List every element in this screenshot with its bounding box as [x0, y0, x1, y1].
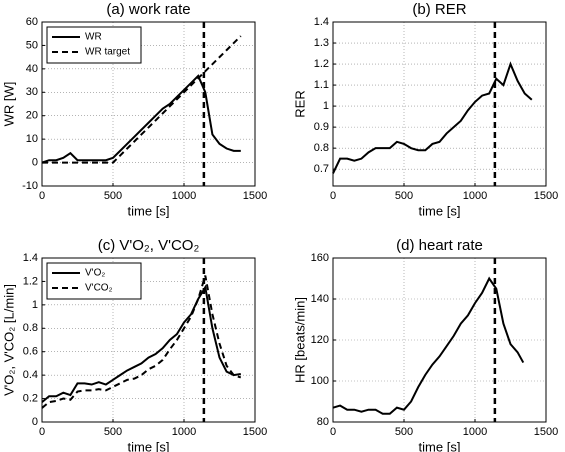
- y-axis-label: WR [W]: [1, 82, 16, 127]
- y-tick-label: -10: [22, 180, 38, 192]
- y-tick-label: 0.8: [23, 322, 38, 334]
- y-axis-label: RER: [292, 90, 307, 117]
- x-axis-label: time [s]: [419, 439, 461, 452]
- y-tick-label: 50: [26, 39, 38, 51]
- y-tick-label: 60: [26, 16, 38, 28]
- x-tick-label: 500: [104, 190, 122, 202]
- y-axis-label: HR [beats/min]: [292, 297, 307, 383]
- y-tick-label: 0.6: [23, 346, 38, 358]
- x-tick-label: 0: [39, 190, 45, 202]
- y-tick-label: 0.9: [314, 121, 329, 133]
- y-tick-label: 30: [26, 86, 38, 98]
- x-tick-label: 1000: [463, 190, 487, 202]
- y-tick-label: 1.3: [314, 37, 329, 49]
- y-tick-label: 10: [26, 133, 38, 145]
- y-tick-label: 20: [26, 110, 38, 122]
- y-tick-label: 0.7: [314, 163, 329, 175]
- y-tick-label: 0.2: [23, 392, 38, 404]
- x-tick-label: 1500: [243, 426, 267, 438]
- y-tick-label: 1: [323, 100, 329, 112]
- x-tick-label: 1000: [463, 426, 487, 438]
- y-tick-label: 1.4: [314, 16, 329, 28]
- data-line: [332, 276, 525, 415]
- x-tick-label: 500: [395, 426, 413, 438]
- x-tick-label: 1500: [534, 426, 558, 438]
- axes-frame: [332, 21, 547, 187]
- data-line: [332, 61, 533, 174]
- y-tick-label: 160: [311, 252, 329, 264]
- data-line: [41, 74, 241, 164]
- legend-label: V'CO₂: [85, 283, 113, 294]
- x-axis-label: time [s]: [128, 203, 170, 218]
- y-tick-label: 100: [311, 375, 329, 387]
- axes-frame: [41, 257, 256, 423]
- x-tick-label: 1500: [243, 190, 267, 202]
- y-tick-label: 80: [317, 416, 329, 428]
- x-tick-label: 500: [395, 190, 413, 202]
- chart-title: (a) work rate: [106, 1, 190, 18]
- subplot: 0 500 1000 1500 80 100 120 140 160 (d) heart rate…: [292, 237, 558, 452]
- chart-title: (c) V'O₂, V'CO₂: [98, 237, 200, 254]
- data-line: [41, 275, 242, 409]
- plot-area: [333, 258, 546, 422]
- y-tick-label: 120: [311, 334, 329, 346]
- x-tick-label: 500: [104, 426, 122, 438]
- legend-label: WR: [85, 32, 102, 43]
- legend-label: V'O₂: [85, 268, 105, 279]
- y-tick-label: 1.2: [314, 58, 329, 70]
- subplot: 0 500 1000 1500 0.7 0.8 0.9 1 1.1 1.2 1.3 1.4 (b) RE…: [292, 1, 558, 218]
- legend-box: [46, 26, 142, 64]
- y-tick-label: 0: [32, 156, 38, 168]
- data-line: [41, 284, 241, 403]
- axes-frame: [41, 21, 256, 187]
- y-tick-label: 0.4: [23, 369, 38, 381]
- x-tick-label: 0: [330, 190, 336, 202]
- y-tick-label: 40: [26, 63, 38, 75]
- axes-frame: [332, 257, 547, 423]
- x-axis-label: time [s]: [419, 203, 461, 218]
- x-tick-label: 1000: [172, 426, 196, 438]
- chart-title: (b) RER: [412, 1, 466, 18]
- legend-label: WR target: [85, 47, 130, 58]
- data-line: [42, 35, 242, 164]
- x-tick-label: 0: [330, 426, 336, 438]
- y-tick-label: 1.4: [23, 252, 38, 264]
- x-tick-label: 0: [39, 426, 45, 438]
- y-tick-label: 1.1: [314, 79, 329, 91]
- subplot: 0 500 1000 1500 0 0.2 0.4 0.6 0.8 1 1.2 1.4 (c) V'O₂…: [1, 237, 267, 452]
- y-tick-label: 0: [32, 416, 38, 428]
- y-tick-label: 1: [32, 299, 38, 311]
- plot-area: [333, 22, 546, 186]
- y-tick-label: 140: [311, 293, 329, 305]
- y-tick-label: 0.8: [314, 142, 329, 154]
- x-tick-label: 1000: [172, 190, 196, 202]
- chart-title: (d) heart rate: [396, 237, 483, 254]
- x-axis-label: time [s]: [128, 439, 170, 452]
- x-tick-label: 1500: [534, 190, 558, 202]
- y-axis-label: V'O₂, V'CO₂ [L/min]: [1, 284, 16, 396]
- y-tick-label: 1.2: [23, 275, 38, 287]
- legend-box: [46, 262, 142, 300]
